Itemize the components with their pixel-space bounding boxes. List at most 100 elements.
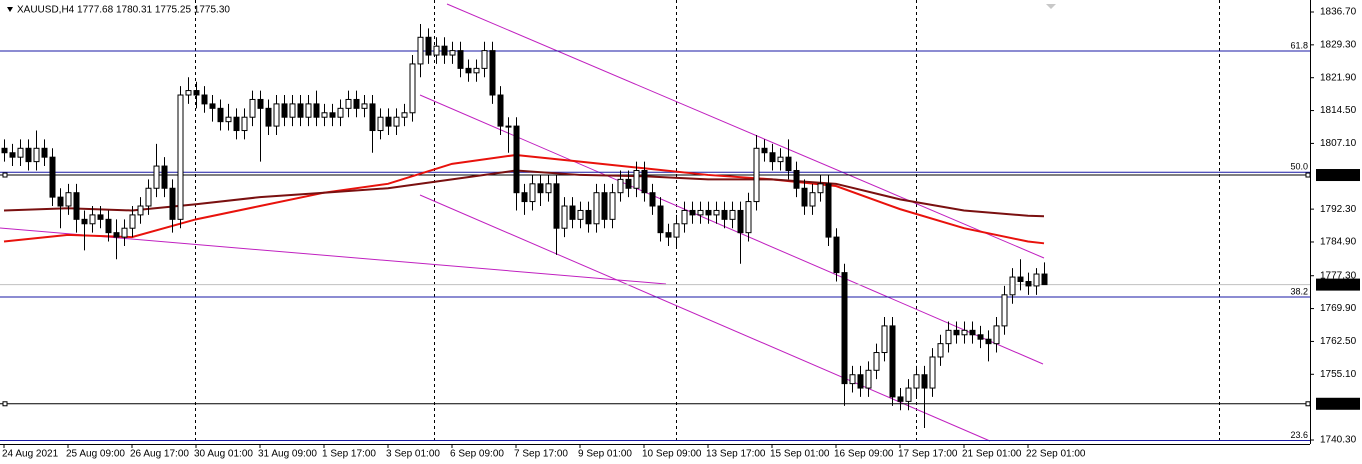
candle-body xyxy=(233,116,240,132)
candle-body xyxy=(505,125,512,128)
candle-body xyxy=(697,209,704,216)
candle-body xyxy=(665,232,672,238)
fib-label: 61.8 xyxy=(1290,40,1308,50)
candle-body xyxy=(897,396,904,402)
price-label: 1748.46 xyxy=(1320,398,1357,409)
candle-body xyxy=(169,187,176,220)
candle-body xyxy=(601,192,608,220)
candle-body xyxy=(577,209,584,220)
candle-body xyxy=(497,94,504,127)
candle-body xyxy=(273,103,280,127)
candle-body xyxy=(313,103,320,118)
candle-body xyxy=(489,50,496,96)
shift-marker xyxy=(1046,4,1056,9)
price-label: 1775.30 xyxy=(1320,279,1357,290)
candle-body xyxy=(721,209,728,220)
x-tick-label: 31 Aug 09:00 xyxy=(258,449,317,460)
y-tick-label: 1792.30 xyxy=(1320,204,1357,215)
candle-body xyxy=(745,201,752,234)
candle-body xyxy=(1,147,8,154)
candle-body xyxy=(929,356,936,389)
y-tick-label: 1740.30 xyxy=(1320,435,1357,446)
candle-body xyxy=(873,352,880,371)
candle-body xyxy=(905,387,912,402)
x-tick-label: 3 Sep 01:00 xyxy=(386,449,440,460)
candle-body xyxy=(881,325,888,354)
x-tick-label: 7 Sep 17:00 xyxy=(514,449,568,460)
x-tick-label: 25 Aug 09:00 xyxy=(66,449,125,460)
candle-body xyxy=(953,329,960,336)
candle-body xyxy=(153,165,160,189)
level-handle xyxy=(1305,401,1311,407)
candle-body xyxy=(1017,276,1024,282)
candle-body xyxy=(201,94,208,105)
candle-body xyxy=(217,107,224,123)
x-tick-label: 17 Sep 17:00 xyxy=(898,449,958,460)
candle-body xyxy=(97,214,104,220)
candle-body xyxy=(377,116,384,132)
x-tick-label: 1 Sep 17:00 xyxy=(322,449,376,460)
candle-body xyxy=(369,103,376,132)
candle-body xyxy=(641,169,648,194)
x-tick-label: 10 Sep 09:00 xyxy=(642,449,702,460)
candle-body xyxy=(609,192,616,220)
candle-body xyxy=(777,156,784,163)
candle-body xyxy=(817,183,824,194)
x-tick-label: 13 Sep 17:00 xyxy=(706,449,766,460)
candle-body xyxy=(481,50,488,69)
y-tick-label: 1769.90 xyxy=(1320,303,1357,314)
candle-body xyxy=(321,112,328,118)
candle-body xyxy=(25,147,32,163)
moving-average xyxy=(3,153,1045,245)
candle-body xyxy=(529,183,536,203)
candle-body xyxy=(9,152,16,158)
channel-line xyxy=(419,94,1044,365)
candle-body xyxy=(825,183,832,238)
candle-body xyxy=(945,329,952,345)
level-handle xyxy=(1305,172,1311,178)
candle-body xyxy=(1033,273,1040,287)
candle-body xyxy=(985,338,992,345)
candle-body xyxy=(449,50,456,56)
candle-body xyxy=(617,178,624,194)
candle-body xyxy=(737,209,744,234)
candle-body xyxy=(937,343,944,358)
y-tick-label: 1784.90 xyxy=(1320,237,1357,248)
candle-body xyxy=(249,98,256,118)
candle-body xyxy=(257,98,264,109)
x-tick-label: 24 Aug 2021 xyxy=(2,449,59,460)
candle-body xyxy=(417,36,424,65)
candle-body xyxy=(393,116,400,127)
candle-body xyxy=(921,374,928,389)
candle-body xyxy=(889,325,896,398)
price-label-box xyxy=(1316,397,1360,410)
candle-body xyxy=(297,103,304,118)
candle-body xyxy=(753,147,760,203)
y-tick-label: 1807.10 xyxy=(1320,138,1357,149)
candle-body xyxy=(681,209,688,225)
candle-body xyxy=(657,205,664,234)
candle-body xyxy=(513,125,520,194)
candle-body xyxy=(441,45,448,56)
level-handle xyxy=(2,172,8,178)
candle-body xyxy=(345,98,352,109)
candle-body xyxy=(425,36,432,56)
price-label: 1799.98 xyxy=(1320,170,1357,181)
candle-body xyxy=(1009,276,1016,296)
candle-body xyxy=(105,218,112,234)
candle-body xyxy=(265,107,272,127)
candle-body xyxy=(17,147,24,158)
price-label-box xyxy=(1316,169,1360,182)
candle-body xyxy=(65,192,72,207)
candle-body xyxy=(689,209,696,216)
candle-body xyxy=(241,116,248,132)
candle-body xyxy=(121,227,128,238)
candle-body xyxy=(457,50,464,69)
y-tick-label: 1821.90 xyxy=(1320,72,1357,83)
fib-label: 23.6 xyxy=(1290,430,1308,440)
level-handle xyxy=(2,401,8,407)
candle-body xyxy=(1001,294,1008,327)
candle-body xyxy=(385,116,392,127)
